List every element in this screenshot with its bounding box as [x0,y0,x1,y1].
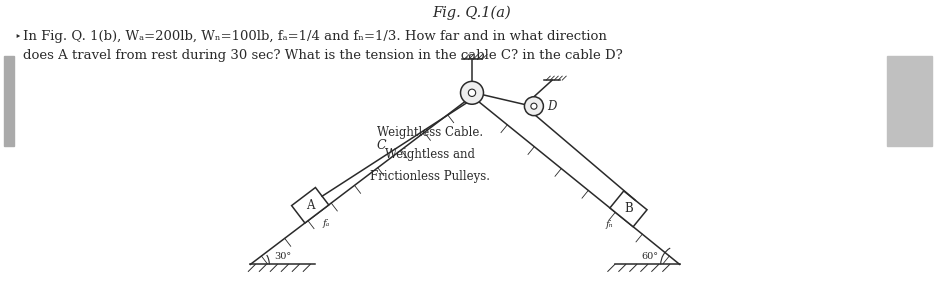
Text: 30°: 30° [274,253,291,261]
Circle shape [468,89,475,96]
Text: Frictionless Pulleys.: Frictionless Pulleys. [370,170,490,183]
Circle shape [524,97,543,116]
Text: Weightless and: Weightless and [384,148,475,161]
Text: D: D [547,100,556,113]
Text: fₐ: fₐ [322,219,329,228]
Text: Weightless Cable.: Weightless Cable. [377,126,482,139]
Polygon shape [609,191,647,227]
Text: A: A [306,199,314,212]
Bar [4,56,13,146]
Text: ‣: ‣ [15,31,22,42]
Bar [886,56,932,146]
Polygon shape [292,187,329,223]
Text: does A travel from rest during 30 sec? What is the tension in the cable C? in th: does A travel from rest during 30 sec? W… [23,49,622,63]
Circle shape [460,81,483,104]
Text: In Fig. Q. 1(b), Wₐ=200lb, Wₙ=100lb, fₐ=1/4 and fₙ=1/3. How far and in what dire: In Fig. Q. 1(b), Wₐ=200lb, Wₙ=100lb, fₐ=… [23,30,606,42]
Text: Fig. Q.1(a): Fig. Q.1(a) [432,6,511,20]
Text: 60°: 60° [641,253,658,261]
Text: fₙ: fₙ [605,220,613,229]
Circle shape [531,103,536,109]
Text: C: C [377,139,386,152]
Text: B: B [623,202,632,215]
